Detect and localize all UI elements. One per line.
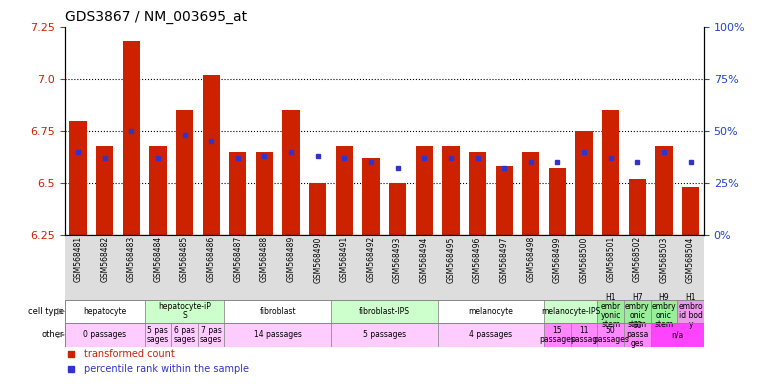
Bar xyxy=(229,152,247,235)
Text: 5 passages: 5 passages xyxy=(363,330,406,339)
FancyBboxPatch shape xyxy=(651,300,677,323)
Text: cell type: cell type xyxy=(28,307,64,316)
Bar xyxy=(549,169,566,235)
Text: GSM568495: GSM568495 xyxy=(447,236,455,283)
Text: GSM568493: GSM568493 xyxy=(393,236,402,283)
Text: GSM568486: GSM568486 xyxy=(207,236,215,282)
Text: 4 passages: 4 passages xyxy=(470,330,512,339)
Bar xyxy=(442,146,460,235)
Bar xyxy=(469,152,486,235)
FancyBboxPatch shape xyxy=(65,235,704,300)
FancyBboxPatch shape xyxy=(438,323,544,347)
Bar xyxy=(362,158,380,235)
FancyBboxPatch shape xyxy=(651,323,704,347)
FancyBboxPatch shape xyxy=(331,323,438,347)
FancyBboxPatch shape xyxy=(331,300,438,323)
Bar xyxy=(602,110,619,235)
Text: H1
embro
id bod
y: H1 embro id bod y xyxy=(678,293,703,329)
Text: GSM568504: GSM568504 xyxy=(686,236,695,283)
Text: fibroblast: fibroblast xyxy=(260,307,296,316)
Text: GSM568487: GSM568487 xyxy=(234,236,242,282)
Bar xyxy=(389,183,406,235)
Text: melanocyte-IPS: melanocyte-IPS xyxy=(541,307,600,316)
Text: GSM568497: GSM568497 xyxy=(500,236,508,283)
Bar xyxy=(149,146,167,235)
FancyBboxPatch shape xyxy=(198,323,224,347)
Bar xyxy=(682,187,699,235)
Text: GSM568492: GSM568492 xyxy=(367,236,375,282)
FancyBboxPatch shape xyxy=(224,300,331,323)
FancyBboxPatch shape xyxy=(544,323,571,347)
Bar xyxy=(522,152,540,235)
Text: GSM568501: GSM568501 xyxy=(607,236,615,282)
Bar xyxy=(202,75,220,235)
Text: percentile rank within the sample: percentile rank within the sample xyxy=(84,364,249,374)
Bar xyxy=(69,121,87,235)
Text: 15
passages: 15 passages xyxy=(540,326,575,344)
Text: GSM568481: GSM568481 xyxy=(74,236,82,282)
FancyBboxPatch shape xyxy=(438,300,544,323)
Bar xyxy=(256,152,273,235)
Text: 0 passages: 0 passages xyxy=(83,330,126,339)
Bar xyxy=(629,179,646,235)
FancyBboxPatch shape xyxy=(171,323,198,347)
Bar xyxy=(495,166,513,235)
Text: GSM568500: GSM568500 xyxy=(580,236,588,283)
Text: GSM568490: GSM568490 xyxy=(314,236,322,283)
Text: melanocyte: melanocyte xyxy=(469,307,513,316)
Text: GSM568485: GSM568485 xyxy=(180,236,189,282)
Text: GSM568499: GSM568499 xyxy=(553,236,562,283)
FancyBboxPatch shape xyxy=(65,323,145,347)
FancyBboxPatch shape xyxy=(571,323,597,347)
Text: GSM568491: GSM568491 xyxy=(340,236,349,282)
Text: fibroblast-IPS: fibroblast-IPS xyxy=(358,307,410,316)
FancyBboxPatch shape xyxy=(597,323,624,347)
Bar xyxy=(336,146,353,235)
Text: GSM568483: GSM568483 xyxy=(127,236,135,282)
Text: GSM568498: GSM568498 xyxy=(527,236,535,282)
FancyBboxPatch shape xyxy=(65,300,145,323)
Text: GSM568484: GSM568484 xyxy=(154,236,162,282)
Text: H1
embr
yonic
stem: H1 embr yonic stem xyxy=(600,293,621,329)
Bar xyxy=(416,146,433,235)
FancyBboxPatch shape xyxy=(624,323,651,347)
Text: GDS3867 / NM_003695_at: GDS3867 / NM_003695_at xyxy=(65,10,247,25)
Text: GSM568482: GSM568482 xyxy=(100,236,109,282)
Text: GSM568502: GSM568502 xyxy=(633,236,642,282)
Bar xyxy=(655,146,673,235)
FancyBboxPatch shape xyxy=(145,323,171,347)
Text: 7 pas
sages: 7 pas sages xyxy=(200,326,222,344)
FancyBboxPatch shape xyxy=(624,300,651,323)
Text: hepatocyte: hepatocyte xyxy=(83,307,126,316)
Text: H7
embry
onic
stem: H7 embry onic stem xyxy=(625,293,650,329)
Text: 11
passag: 11 passag xyxy=(571,326,597,344)
FancyBboxPatch shape xyxy=(597,300,624,323)
FancyBboxPatch shape xyxy=(224,323,331,347)
Bar xyxy=(96,146,113,235)
Text: 60
passa
ges: 60 passa ges xyxy=(626,321,648,348)
Text: 50
passages: 50 passages xyxy=(593,326,629,344)
Text: hepatocyte-iP
S: hepatocyte-iP S xyxy=(158,303,211,321)
Bar xyxy=(123,41,140,235)
FancyBboxPatch shape xyxy=(544,300,597,323)
Text: 14 passages: 14 passages xyxy=(254,330,301,339)
FancyBboxPatch shape xyxy=(145,300,224,323)
Bar xyxy=(309,183,326,235)
Text: GSM568496: GSM568496 xyxy=(473,236,482,283)
FancyBboxPatch shape xyxy=(677,300,704,323)
Text: GSM568494: GSM568494 xyxy=(420,236,428,283)
Text: GSM568503: GSM568503 xyxy=(660,236,668,283)
Text: H9
embry
onic
stem: H9 embry onic stem xyxy=(651,293,677,329)
Bar xyxy=(176,110,193,235)
Bar xyxy=(282,110,300,235)
Text: 5 pas
sages: 5 pas sages xyxy=(147,326,169,344)
Text: 6 pas
sages: 6 pas sages xyxy=(174,326,196,344)
Text: GSM568489: GSM568489 xyxy=(287,236,295,282)
Text: transformed count: transformed count xyxy=(84,349,174,359)
Text: n/a: n/a xyxy=(671,330,683,339)
Bar xyxy=(575,131,593,235)
Text: GSM568488: GSM568488 xyxy=(260,236,269,282)
Text: other: other xyxy=(42,330,64,339)
